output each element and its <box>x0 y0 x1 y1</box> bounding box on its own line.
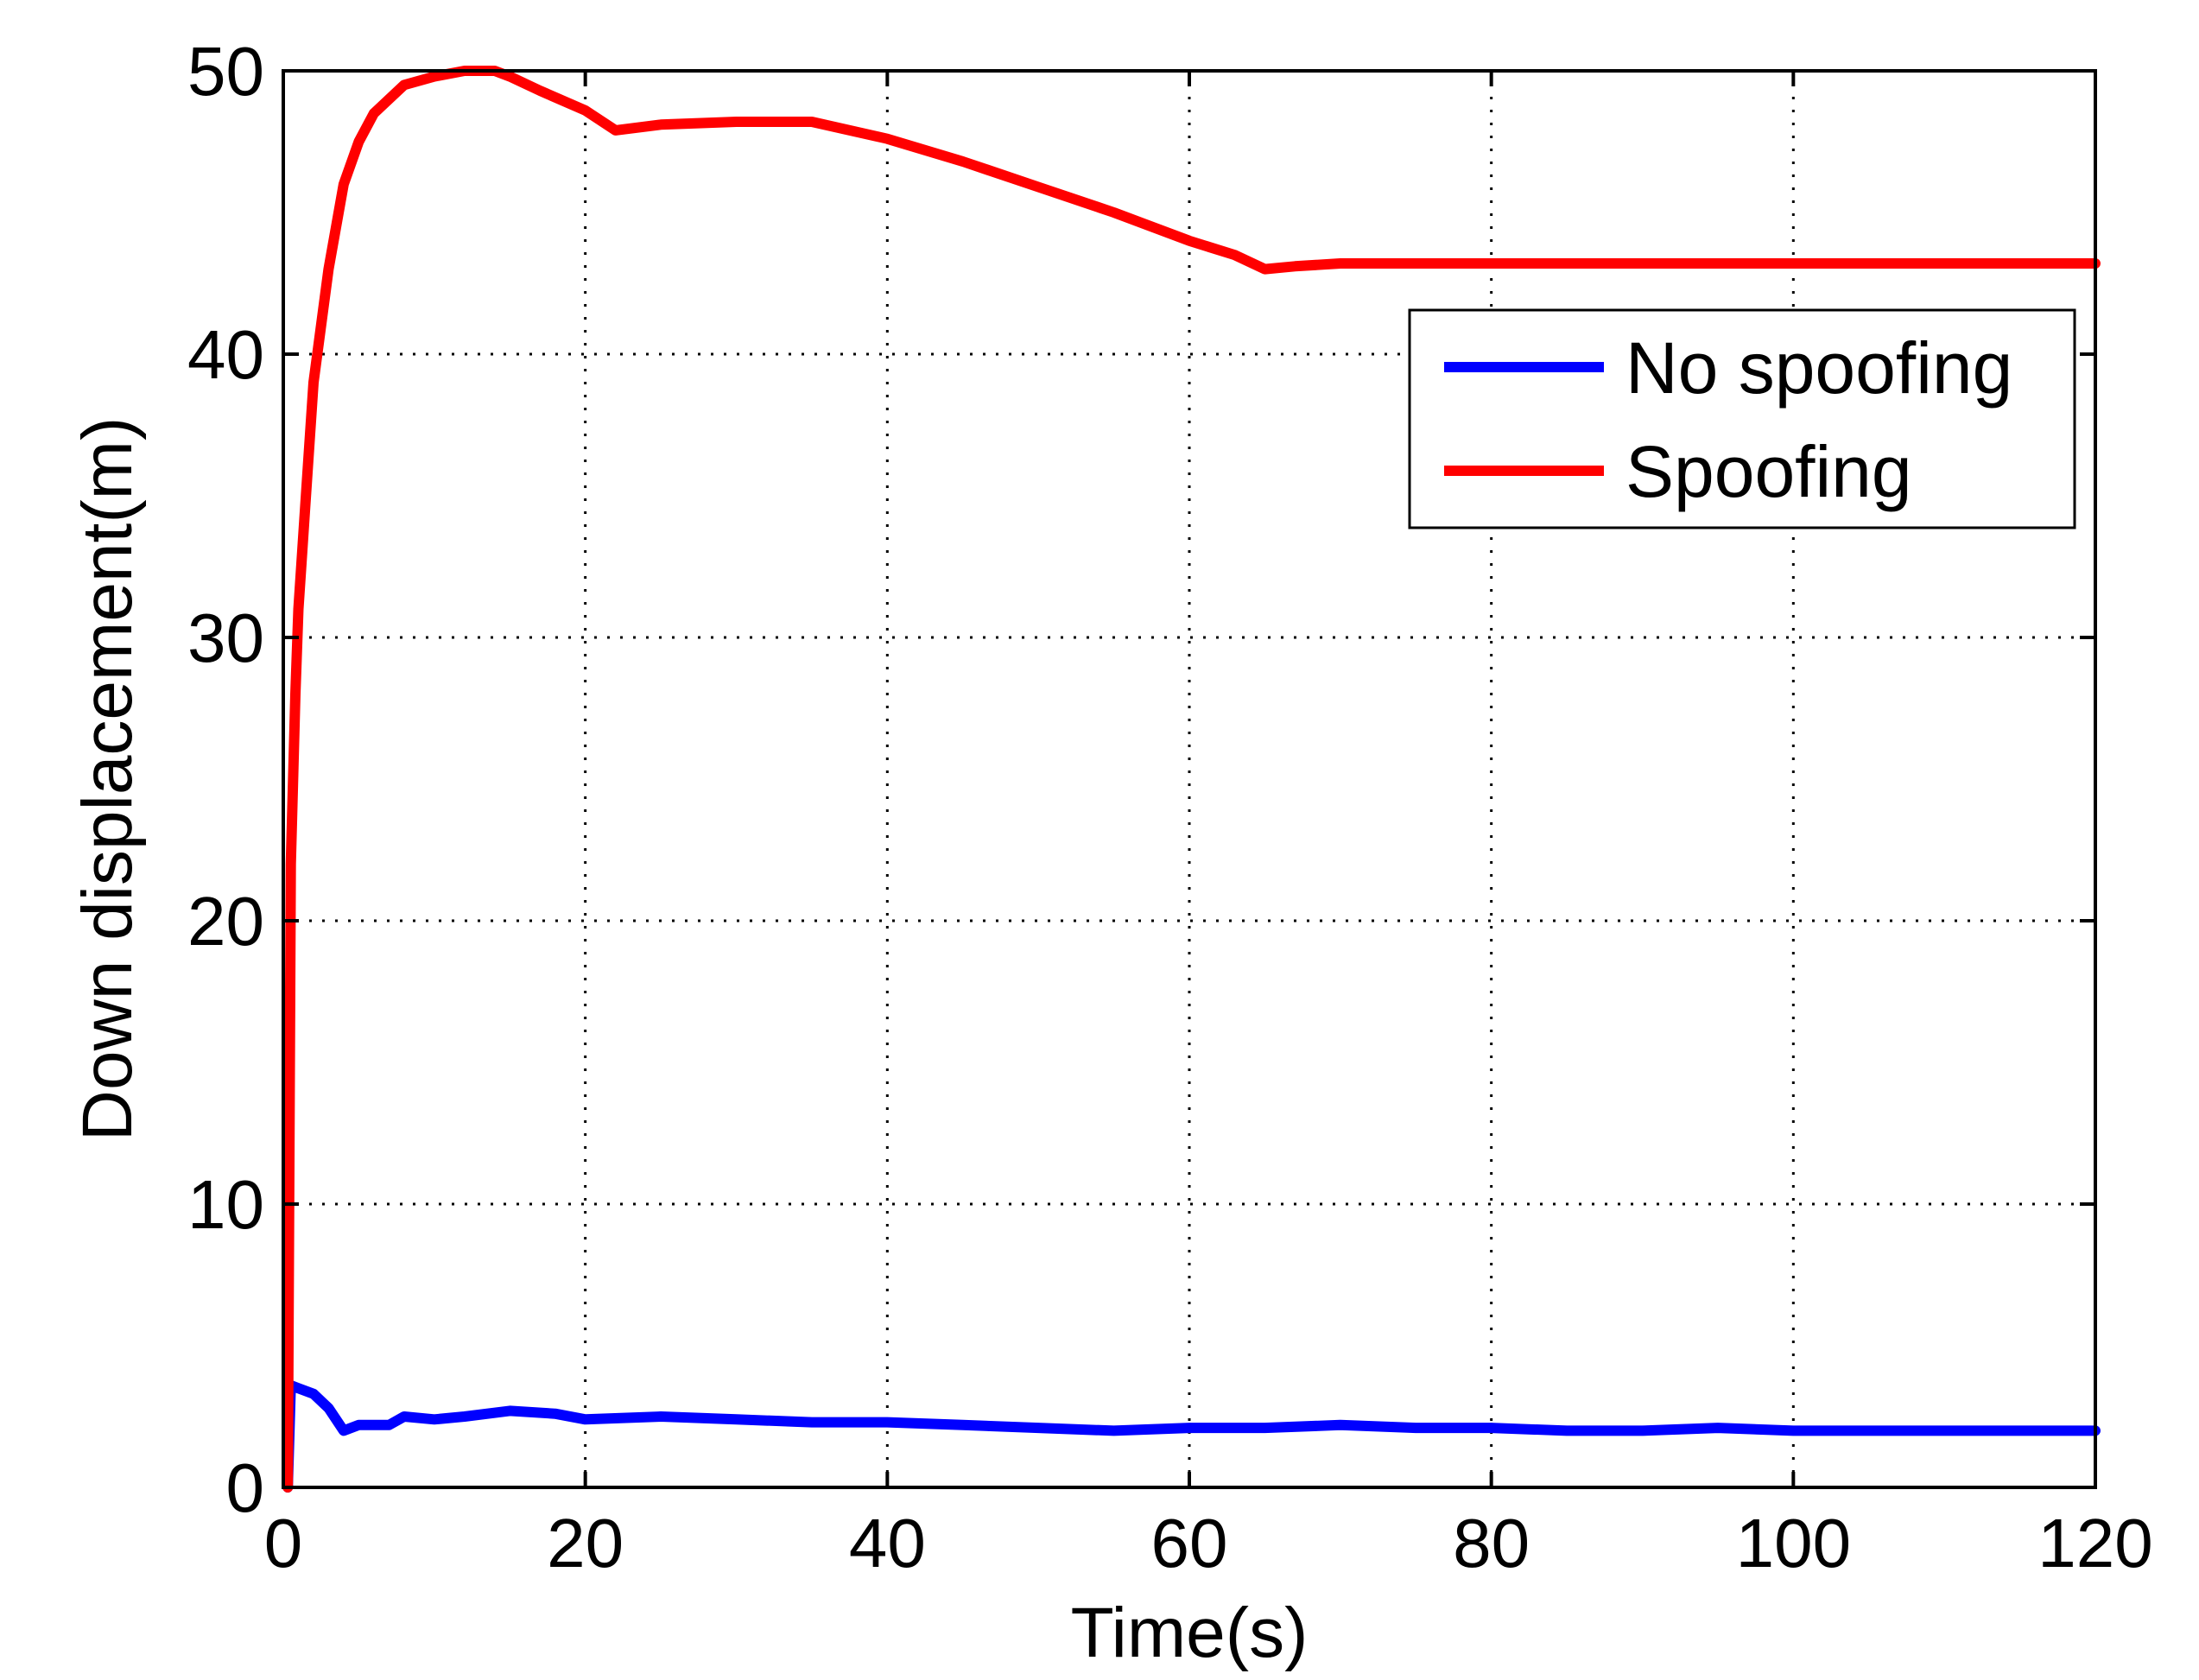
y-tick-label-20: 20 <box>187 883 264 960</box>
y-tick-label-40: 40 <box>187 316 264 393</box>
y-tick-label-50: 50 <box>187 33 264 110</box>
x-tick-label-0: 0 <box>264 1505 303 1582</box>
series-line-0 <box>282 1379 2101 1493</box>
x-tick-label-120: 120 <box>2037 1505 2152 1582</box>
x-tick-label-100: 100 <box>1736 1505 1851 1582</box>
legend-label-1: Spoofing <box>1625 431 1912 512</box>
x-axis-label: Time(s) <box>1071 1594 1309 1672</box>
series-lines <box>282 66 2101 1493</box>
x-tick-label-80: 80 <box>1453 1505 1530 1582</box>
tick-labels: 0 20 40 60 80 100 120 0 10 20 30 40 50 <box>187 33 2153 1582</box>
x-tick-label-20: 20 <box>547 1505 624 1582</box>
x-tick-label-40: 40 <box>849 1505 926 1582</box>
legend-box <box>1408 308 2076 529</box>
x-tick-label-60: 60 <box>1151 1505 1228 1582</box>
legend: No spoofing Spoofing <box>1408 308 2076 529</box>
y-tick-label-10: 10 <box>187 1166 264 1243</box>
series-line-1 <box>282 66 2101 1493</box>
legend-label-0: No spoofing <box>1625 327 2012 409</box>
y-axis-label: Down displacement(m) <box>68 417 147 1142</box>
y-tick-label-30: 30 <box>187 599 264 676</box>
y-tick-label-0: 0 <box>226 1449 265 1526</box>
axis-ticks <box>282 69 2097 1489</box>
grid-lines <box>283 71 2095 1487</box>
